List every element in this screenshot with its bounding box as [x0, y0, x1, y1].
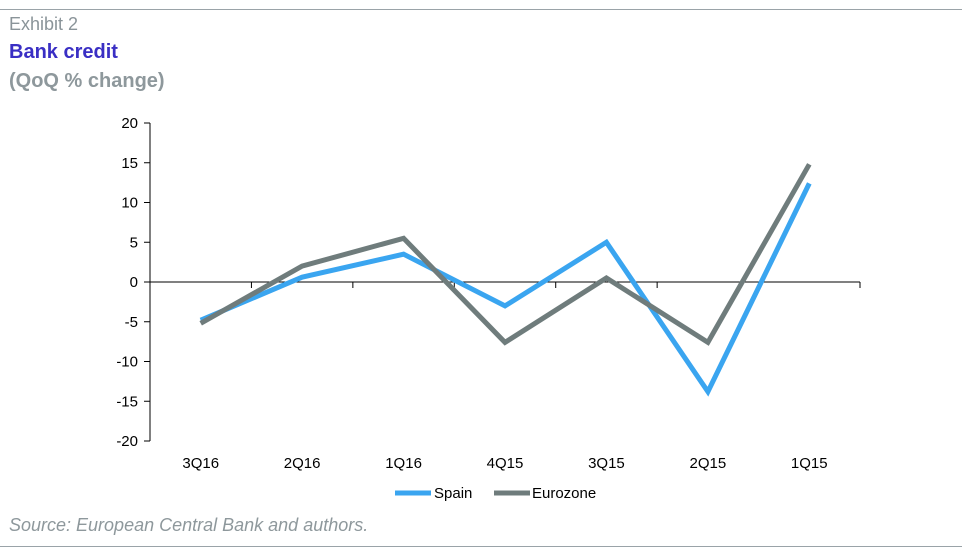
y-tick-label: -20 [116, 433, 138, 450]
legend-label-spain: Spain [434, 485, 472, 502]
y-tick-label: 10 [121, 195, 138, 212]
series-line-eurozone [199, 163, 812, 346]
y-tick-label: 15 [121, 155, 138, 172]
series-line-spain [199, 182, 812, 397]
chart-axes: 20 15 10 5 0 -5 -10 -15 -20 3Q16 2Q16 1Q16 4Q15 3Q15 2… [116, 115, 861, 472]
y-tick-label: -5 [125, 314, 138, 331]
chart-title: Bank credit [9, 41, 118, 63]
series-layer [199, 163, 812, 397]
y-tick-label: -15 [116, 393, 138, 410]
y-tick-label: 0 [130, 274, 138, 291]
bottom-rule [0, 546, 962, 547]
y-tick-label: 5 [130, 234, 138, 251]
legend-label-eurozone: Eurozone [532, 485, 596, 502]
y-tick-label: 20 [121, 115, 138, 132]
legend: Spain Eurozone [395, 485, 596, 502]
chart-subtitle: (QoQ % change) [9, 70, 165, 92]
x-tick-label: 4Q15 [487, 455, 524, 472]
x-tick-label: 1Q15 [791, 455, 828, 472]
x-tick-label: 2Q16 [284, 455, 321, 472]
x-tick-label: 3Q16 [182, 455, 219, 472]
x-tick-label: 3Q15 [588, 455, 625, 472]
exhibit-label: Exhibit 2 [9, 14, 79, 34]
source-note: Source: European Central Bank and author… [9, 515, 369, 535]
x-tick-label: 2Q15 [690, 455, 727, 472]
x-tick-label: 1Q16 [385, 455, 422, 472]
y-tick-label: -10 [116, 354, 138, 371]
top-rule [0, 9, 962, 10]
